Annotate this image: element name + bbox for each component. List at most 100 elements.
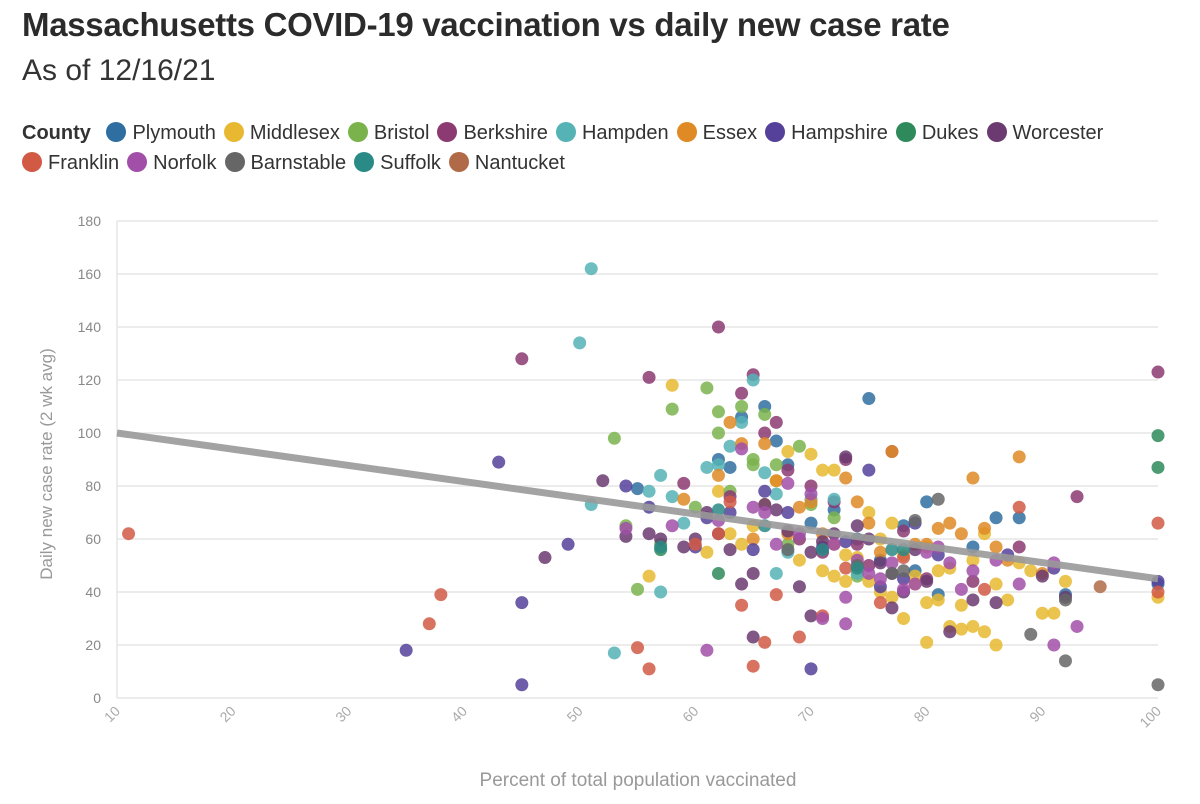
data-point-middlesex bbox=[920, 635, 934, 649]
legend-swatch bbox=[676, 122, 697, 142]
data-point-barnstable bbox=[897, 564, 911, 578]
data-point-bristol bbox=[631, 582, 644, 596]
data-point-berkshire bbox=[769, 415, 783, 429]
data-point-worcester bbox=[989, 596, 1003, 610]
data-point-norfolk bbox=[839, 617, 853, 631]
data-point-bristol bbox=[711, 405, 725, 419]
data-point-bristol bbox=[711, 426, 725, 440]
data-point-middlesex bbox=[989, 577, 1003, 591]
data-point-essex bbox=[1012, 450, 1026, 464]
data-point-middlesex bbox=[1024, 564, 1038, 578]
legend-label: Franklin bbox=[48, 152, 120, 174]
data-point-berkshire bbox=[515, 352, 529, 366]
y-tick-label: 0 bbox=[93, 690, 101, 706]
data-point-hampden bbox=[677, 516, 691, 530]
data-point-norfolk bbox=[954, 582, 968, 596]
data-point-hampshire bbox=[399, 643, 413, 657]
data-point-norfolk bbox=[1012, 577, 1026, 591]
legend-swatch bbox=[223, 122, 244, 142]
data-point-plymouth bbox=[920, 495, 934, 509]
legend-swatch bbox=[895, 122, 916, 142]
data-point-norfolk bbox=[816, 612, 830, 625]
data-point-franklin bbox=[758, 635, 772, 649]
data-point-middlesex bbox=[1058, 574, 1072, 588]
legend-swatch bbox=[347, 122, 368, 142]
data-point-norfolk bbox=[839, 590, 853, 604]
data-point-norfolk bbox=[1070, 619, 1084, 633]
data-point-middlesex bbox=[827, 463, 841, 477]
data-point-middlesex bbox=[920, 596, 934, 610]
y-tick-label: 120 bbox=[78, 372, 102, 388]
data-point-worcester bbox=[850, 519, 864, 533]
data-point-norfolk bbox=[758, 506, 772, 519]
y-tick-label: 40 bbox=[85, 584, 101, 600]
data-point-barnstable bbox=[1024, 627, 1038, 641]
data-point-franklin bbox=[434, 588, 448, 602]
data-point-worcester bbox=[804, 609, 818, 623]
data-point-middlesex bbox=[966, 619, 980, 633]
data-point-norfolk bbox=[619, 521, 633, 535]
data-point-bristol bbox=[746, 458, 760, 472]
data-point-norfolk bbox=[908, 577, 922, 591]
data-point-berkshire bbox=[758, 426, 772, 440]
data-point-franklin bbox=[631, 641, 644, 655]
data-point-franklin bbox=[1012, 500, 1026, 514]
data-point-franklin bbox=[873, 596, 887, 610]
legend-swatch bbox=[555, 122, 576, 142]
legend-label: Barnstable bbox=[250, 152, 347, 174]
data-point-suffolk bbox=[885, 543, 899, 557]
legend-label: Middlesex bbox=[249, 122, 340, 144]
data-point-barnstable bbox=[1151, 678, 1165, 692]
legend-item-hampshire: Hampshire bbox=[765, 118, 888, 148]
data-point-worcester bbox=[735, 577, 749, 591]
data-point-berkshire bbox=[1070, 490, 1084, 504]
data-point-berkshire bbox=[1012, 540, 1026, 554]
data-point-hampshire bbox=[758, 484, 772, 498]
data-point-middlesex bbox=[700, 545, 714, 559]
data-point-norfolk bbox=[804, 487, 818, 501]
legend-swatch bbox=[765, 122, 786, 142]
data-point-worcester bbox=[642, 527, 656, 541]
data-point-hampden bbox=[665, 490, 679, 504]
data-point-berkshire bbox=[735, 386, 749, 400]
data-point-berkshire bbox=[677, 476, 691, 490]
legend-label: Suffolk bbox=[380, 152, 441, 174]
data-point-essex bbox=[758, 437, 772, 451]
data-point-worcester bbox=[839, 450, 853, 464]
data-point-middlesex bbox=[839, 574, 853, 588]
data-point-plymouth bbox=[769, 434, 783, 448]
legend-swatch bbox=[986, 122, 1007, 142]
legend-item-essex: Essex bbox=[676, 118, 757, 148]
data-point-essex bbox=[931, 521, 945, 535]
data-point-hampden bbox=[700, 460, 714, 474]
data-point-worcester bbox=[746, 630, 760, 644]
data-point-worcester bbox=[943, 625, 957, 639]
data-point-plymouth bbox=[723, 460, 737, 474]
data-point-dukes bbox=[711, 566, 725, 580]
data-point-franklin bbox=[839, 561, 853, 575]
data-point-hampden bbox=[584, 262, 598, 276]
data-point-worcester bbox=[1035, 569, 1049, 583]
data-point-plymouth bbox=[631, 482, 644, 496]
data-point-middlesex bbox=[816, 463, 830, 477]
y-tick-label: 160 bbox=[78, 266, 102, 282]
data-point-hampden bbox=[769, 487, 783, 501]
data-point-dukes bbox=[1151, 460, 1165, 474]
data-point-worcester bbox=[677, 540, 691, 554]
data-point-norfolk bbox=[827, 537, 841, 551]
data-point-middlesex bbox=[723, 527, 737, 541]
y-tick-label: 100 bbox=[78, 425, 102, 441]
data-point-middlesex bbox=[966, 553, 980, 567]
data-point-hampden bbox=[573, 336, 587, 350]
data-point-norfolk bbox=[1047, 638, 1061, 652]
data-point-franklin bbox=[711, 527, 725, 541]
data-point-norfolk bbox=[873, 572, 887, 586]
data-point-barnstable bbox=[781, 543, 795, 557]
data-point-barnstable bbox=[1058, 654, 1072, 668]
data-point-middlesex bbox=[735, 537, 749, 551]
data-point-norfolk bbox=[966, 564, 980, 578]
y-tick-label: 140 bbox=[78, 319, 102, 335]
y-tick-label: 180 bbox=[78, 213, 102, 229]
legend-swatch bbox=[354, 152, 375, 172]
y-tick-label: 80 bbox=[85, 478, 101, 494]
